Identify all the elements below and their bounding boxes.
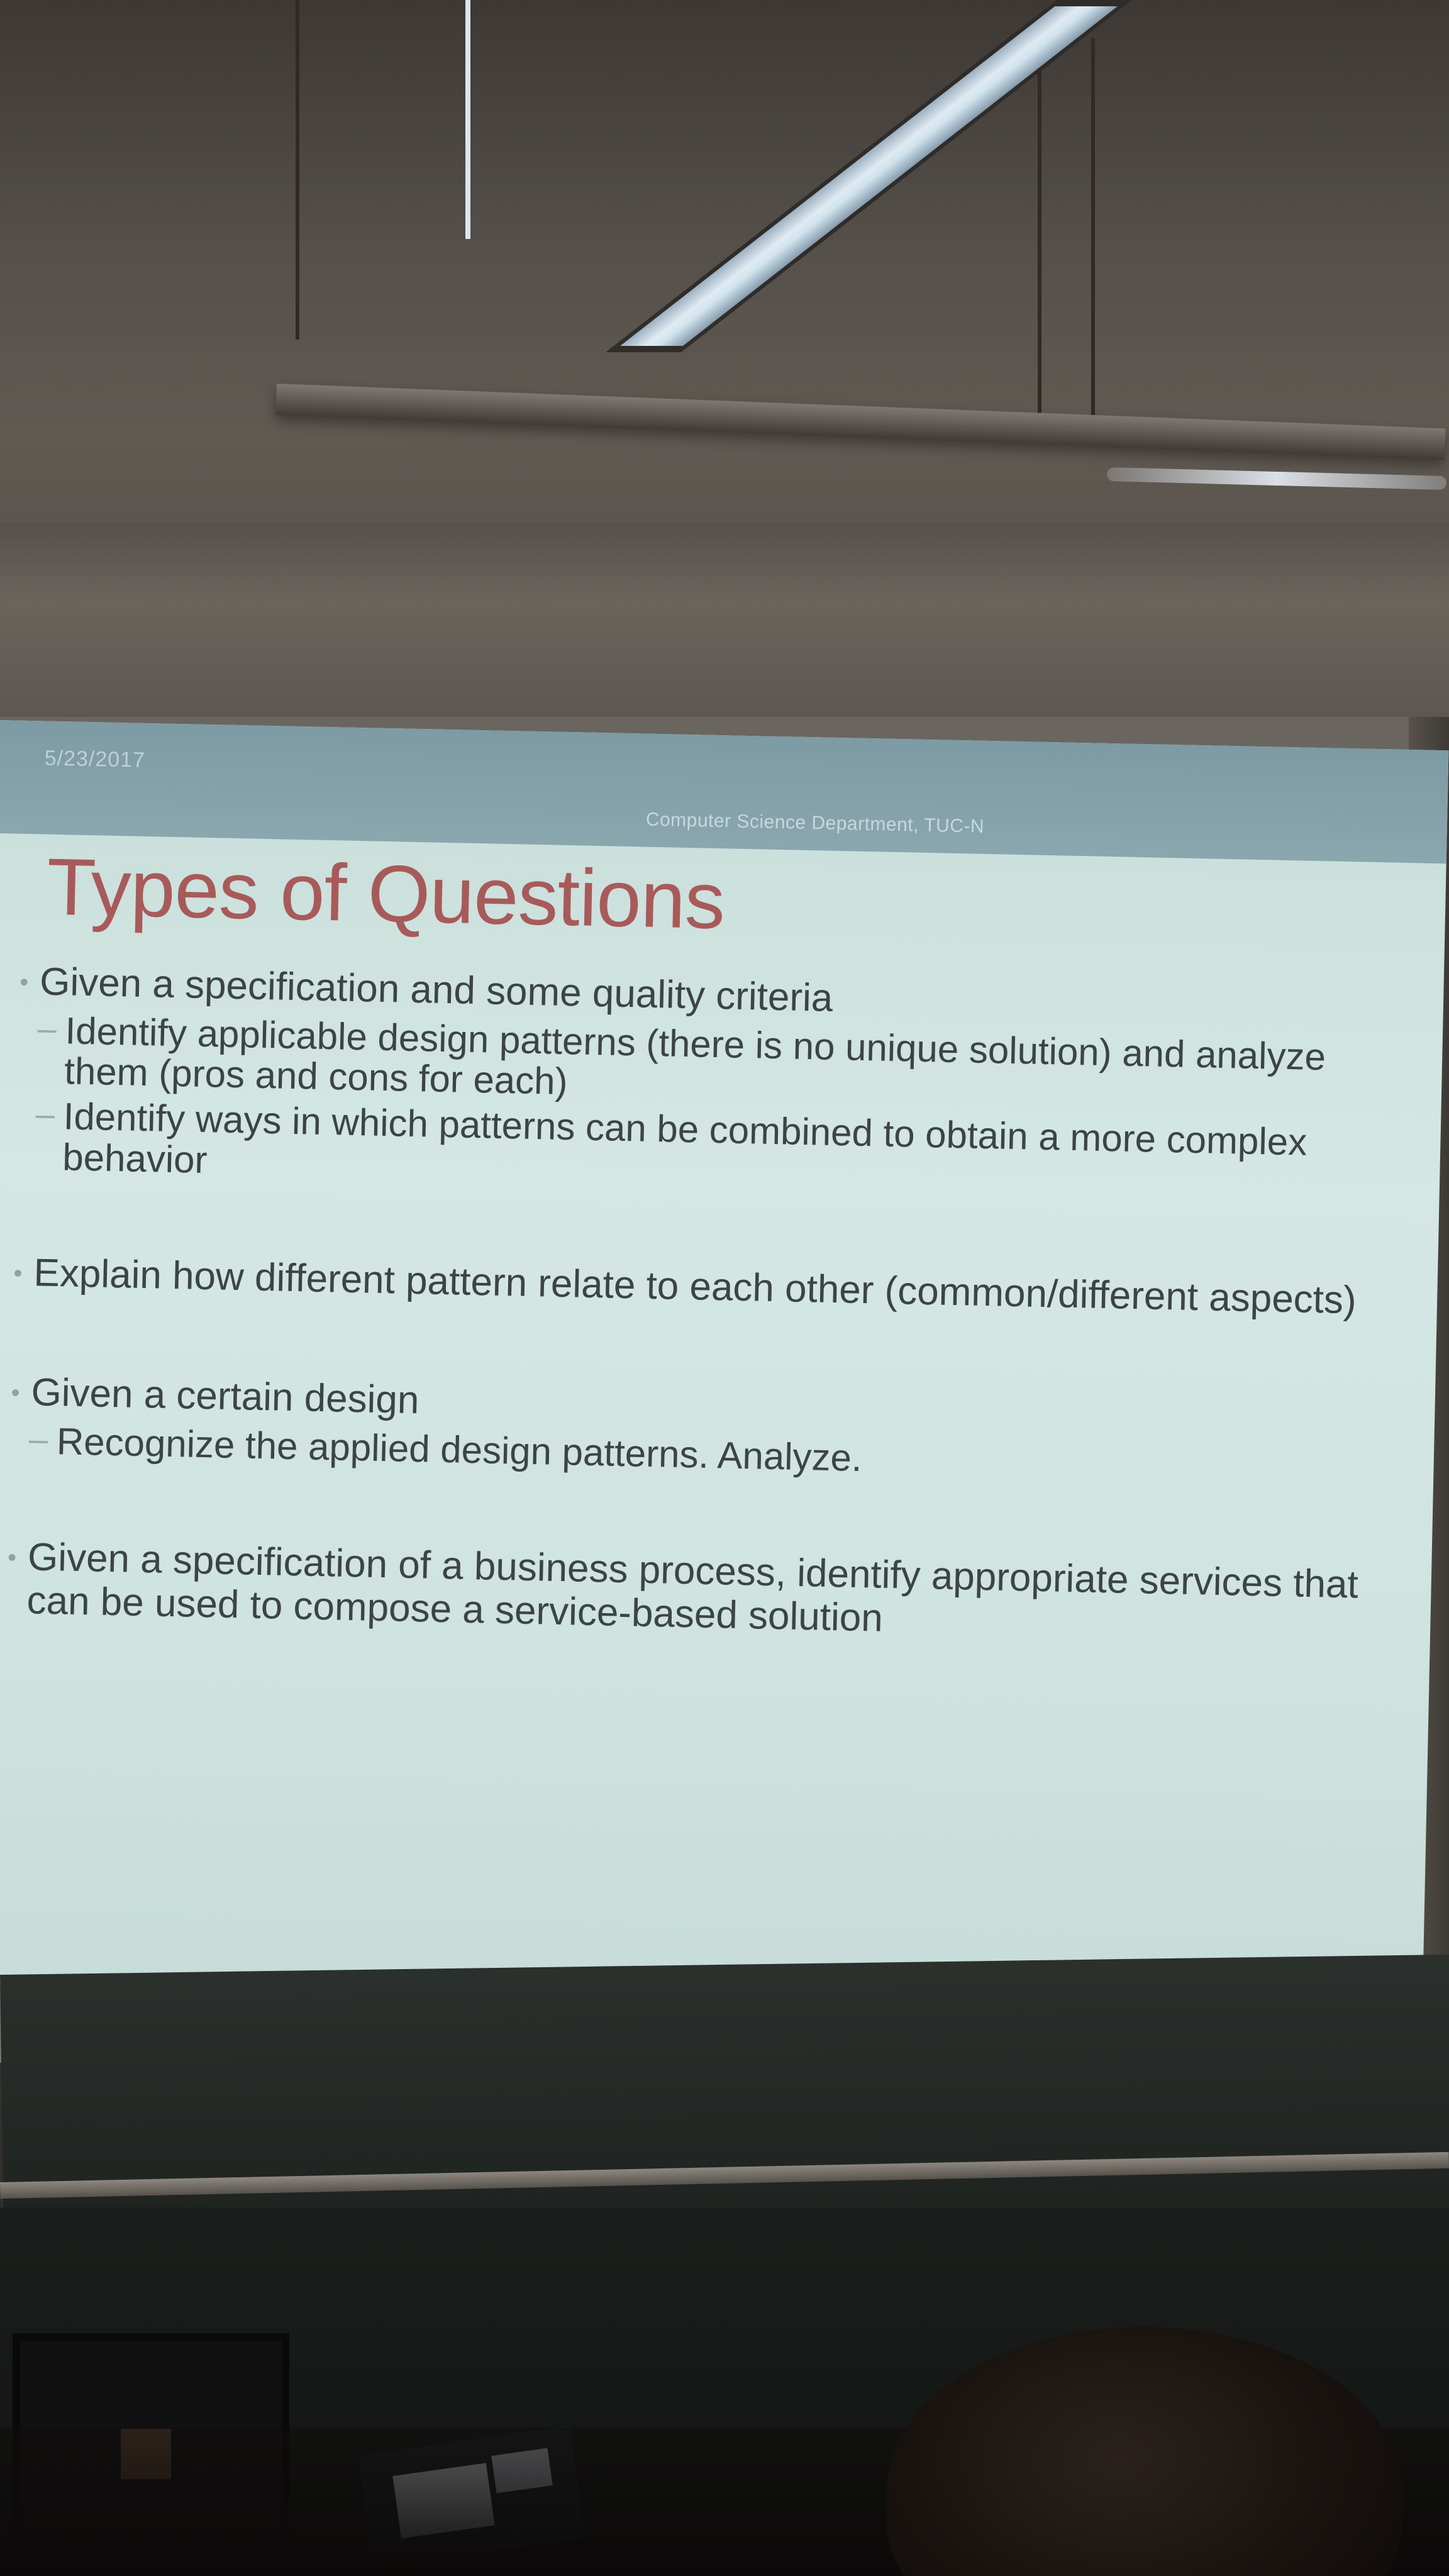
bullet-marker: • [7, 1543, 17, 1572]
ceiling-wire [1038, 38, 1041, 428]
ceiling-wire [1091, 38, 1095, 428]
slide-bullet-list: • Given a specification and some quality… [6, 960, 1404, 1657]
sub-bullet-marker: – [28, 1419, 48, 1458]
bullet-marker: • [19, 968, 29, 997]
slide-title: Types of Questions [45, 841, 726, 947]
ceiling-wire [465, 0, 470, 239]
sub-bullet-marker: – [37, 1009, 57, 1048]
bullet-marker: • [11, 1379, 21, 1407]
bullet-marker: • [13, 1259, 23, 1287]
ceiling-wire [296, 0, 299, 340]
wall-lintel [0, 522, 1449, 723]
slide-date: 5/23/2017 [44, 746, 146, 772]
projected-slide: 5/23/2017 Computer Science Department, T… [0, 720, 1449, 2014]
audience-head [887, 2327, 1402, 2576]
bullet-text: Given a certain design [30, 1370, 420, 1422]
slide-department: Computer Science Department, TUC-N [645, 809, 985, 837]
sub-bullet-marker: – [35, 1095, 55, 1134]
